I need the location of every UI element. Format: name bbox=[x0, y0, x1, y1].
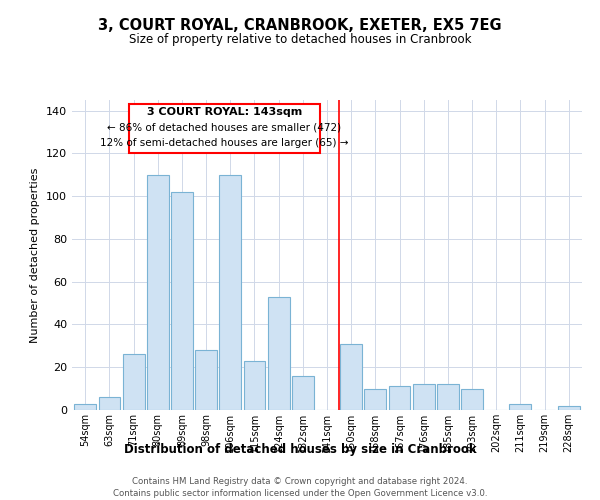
Bar bbox=[171, 192, 193, 410]
Text: Contains public sector information licensed under the Open Government Licence v3: Contains public sector information licen… bbox=[113, 489, 487, 498]
Bar bbox=[413, 384, 434, 410]
Text: Contains HM Land Registry data © Crown copyright and database right 2024.: Contains HM Land Registry data © Crown c… bbox=[132, 478, 468, 486]
Bar bbox=[437, 384, 459, 410]
Y-axis label: Number of detached properties: Number of detached properties bbox=[31, 168, 40, 342]
Bar bbox=[461, 388, 483, 410]
Text: ← 86% of detached houses are smaller (472): ← 86% of detached houses are smaller (47… bbox=[107, 123, 341, 133]
Bar bbox=[268, 296, 290, 410]
Bar bbox=[98, 397, 121, 410]
Bar bbox=[292, 376, 314, 410]
FancyBboxPatch shape bbox=[129, 104, 320, 154]
Bar bbox=[558, 406, 580, 410]
Bar bbox=[195, 350, 217, 410]
Text: 12% of semi-detached houses are larger (65) →: 12% of semi-detached houses are larger (… bbox=[100, 138, 349, 148]
Bar bbox=[509, 404, 531, 410]
Bar bbox=[340, 344, 362, 410]
Text: 3 COURT ROYAL: 143sqm: 3 COURT ROYAL: 143sqm bbox=[146, 108, 302, 118]
Bar bbox=[364, 388, 386, 410]
Bar bbox=[244, 361, 265, 410]
Text: Size of property relative to detached houses in Cranbrook: Size of property relative to detached ho… bbox=[129, 32, 471, 46]
Bar bbox=[220, 175, 241, 410]
Bar bbox=[147, 175, 169, 410]
Text: 3, COURT ROYAL, CRANBROOK, EXETER, EX5 7EG: 3, COURT ROYAL, CRANBROOK, EXETER, EX5 7… bbox=[98, 18, 502, 32]
Text: Distribution of detached houses by size in Cranbrook: Distribution of detached houses by size … bbox=[124, 442, 476, 456]
Bar bbox=[123, 354, 145, 410]
Bar bbox=[389, 386, 410, 410]
Bar bbox=[74, 404, 96, 410]
